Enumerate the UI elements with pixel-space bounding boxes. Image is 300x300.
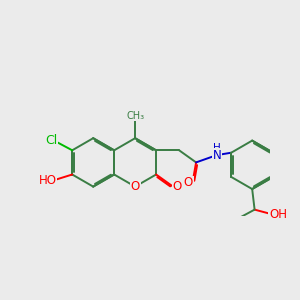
Text: N: N xyxy=(213,148,221,162)
Text: HO: HO xyxy=(38,174,56,187)
Text: OH: OH xyxy=(269,208,287,221)
Text: Cl: Cl xyxy=(45,134,57,147)
Text: H: H xyxy=(213,143,221,153)
Text: O: O xyxy=(130,180,140,193)
Text: O: O xyxy=(173,180,182,193)
Text: O: O xyxy=(184,176,193,190)
Text: CH₃: CH₃ xyxy=(126,111,144,121)
